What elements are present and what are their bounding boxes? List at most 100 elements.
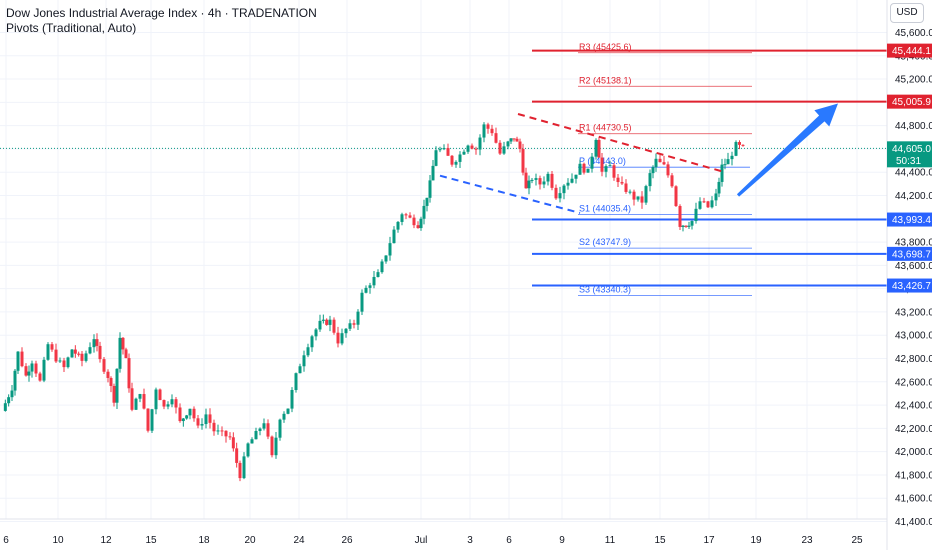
price-tags: 45,444.1 45,005.9 43,993.4 43,698.7 43,426.7…: [887, 43, 932, 293]
candle-body: [162, 400, 166, 407]
candle-body: [524, 172, 528, 189]
y-tick-label: 41,400.0: [895, 517, 932, 528]
forecast-arrow: [736, 103, 838, 197]
candle-body: [662, 162, 666, 165]
indicator-label[interactable]: Pivots (Traditional, Auto): [6, 21, 137, 35]
candle-body: [290, 390, 294, 409]
x-tick-label: 23: [801, 535, 813, 546]
candle-body: [70, 349, 74, 358]
y-tick-label: 42,000.0: [895, 447, 932, 458]
candle-body: [706, 201, 710, 208]
candle-body: [112, 385, 116, 403]
candle-body: [328, 319, 332, 325]
candle-body: [694, 208, 698, 222]
candle-body: [325, 319, 329, 325]
candle-body: [42, 359, 46, 381]
x-tick-label: 11: [605, 535, 616, 546]
up-arrow-icon: [736, 103, 838, 197]
candle-body: [600, 157, 604, 172]
candle-body: [109, 377, 113, 386]
candle-body: [372, 276, 376, 286]
candle-body: [658, 158, 662, 163]
y-tick-label: 42,800.0: [895, 354, 932, 365]
candle-body: [442, 148, 446, 150]
candle-body: [220, 430, 224, 432]
pivot-label-S1: S1 (44035.4): [579, 204, 631, 214]
candle-body: [246, 443, 250, 457]
candle-body: [636, 196, 640, 200]
candle-body: [506, 141, 510, 147]
candle-body: [150, 409, 154, 431]
candlestick-series: [3, 122, 745, 482]
candle-body: [396, 221, 400, 230]
x-tick-label: 6: [3, 535, 9, 546]
candle-body: [651, 167, 655, 174]
candle-body: [678, 206, 682, 227]
candle-body: [185, 415, 189, 419]
candle-body: [590, 156, 594, 169]
candle-body: [494, 133, 498, 143]
candle-body: [352, 323, 356, 325]
chart-grid: [0, 0, 887, 523]
candle-body: [142, 394, 146, 409]
price-tag-label-R2: 45,005.9: [892, 97, 931, 108]
x-tick-label: 20: [244, 535, 256, 546]
candle-body: [77, 353, 81, 355]
candle-body: [270, 436, 274, 456]
candle-body: [115, 368, 119, 403]
candle-body: [188, 408, 192, 416]
candle-body: [562, 185, 566, 194]
y-tick-label: 43,600.0: [895, 261, 932, 272]
pivot-label-S3: S3 (43340.3): [579, 285, 631, 295]
candle-body: [340, 333, 344, 344]
candle-body: [154, 389, 158, 410]
candle-body: [554, 187, 558, 199]
candle-body: [730, 155, 734, 160]
candle-body: [515, 138, 519, 142]
candle-body: [166, 404, 170, 407]
candle-body: [538, 178, 542, 185]
candle-body: [24, 366, 28, 376]
pivot-label-S2: S2 (43747.9): [579, 237, 631, 247]
candle-body: [566, 182, 570, 186]
candle-body: [628, 191, 632, 193]
x-tick-label: 12: [100, 535, 112, 546]
chart-title: Dow Jones Industrial Average Index · 4h …: [6, 6, 317, 20]
candle-body: [274, 437, 278, 456]
candle-body: [102, 359, 106, 372]
candle-body: [344, 328, 348, 334]
candle-body: [314, 329, 318, 337]
candle-body: [20, 351, 24, 367]
candle-body: [408, 215, 412, 218]
candle-body: [88, 347, 92, 354]
candle-body: [348, 323, 352, 329]
candle-body: [127, 358, 131, 389]
candle-body: [640, 196, 644, 203]
candle-body: [404, 214, 408, 216]
candle-body: [482, 124, 486, 138]
candle-body: [384, 255, 388, 262]
candle-body: [54, 349, 58, 362]
candle-body: [106, 371, 110, 378]
candle-body: [368, 285, 372, 288]
candle-body: [624, 183, 628, 192]
y-tick-label: 42,200.0: [895, 424, 932, 435]
candle-body: [438, 149, 442, 151]
candle-body: [720, 164, 724, 182]
candle-body: [597, 139, 601, 158]
candle-body: [542, 181, 546, 185]
candle-body: [486, 124, 490, 129]
candle-body: [364, 287, 368, 293]
x-tick-label: 10: [52, 535, 64, 546]
candle-body: [684, 225, 688, 227]
pivot-label-R3: R3 (45425.6): [579, 42, 632, 52]
candle-body: [178, 407, 182, 422]
candle-body: [604, 166, 608, 172]
price-tag-S1: [887, 212, 932, 227]
candle-body: [558, 193, 562, 199]
candle-body: [458, 154, 462, 162]
candle-body: [714, 193, 718, 201]
currency-button[interactable]: USD: [890, 3, 924, 23]
candle-body: [490, 128, 494, 134]
